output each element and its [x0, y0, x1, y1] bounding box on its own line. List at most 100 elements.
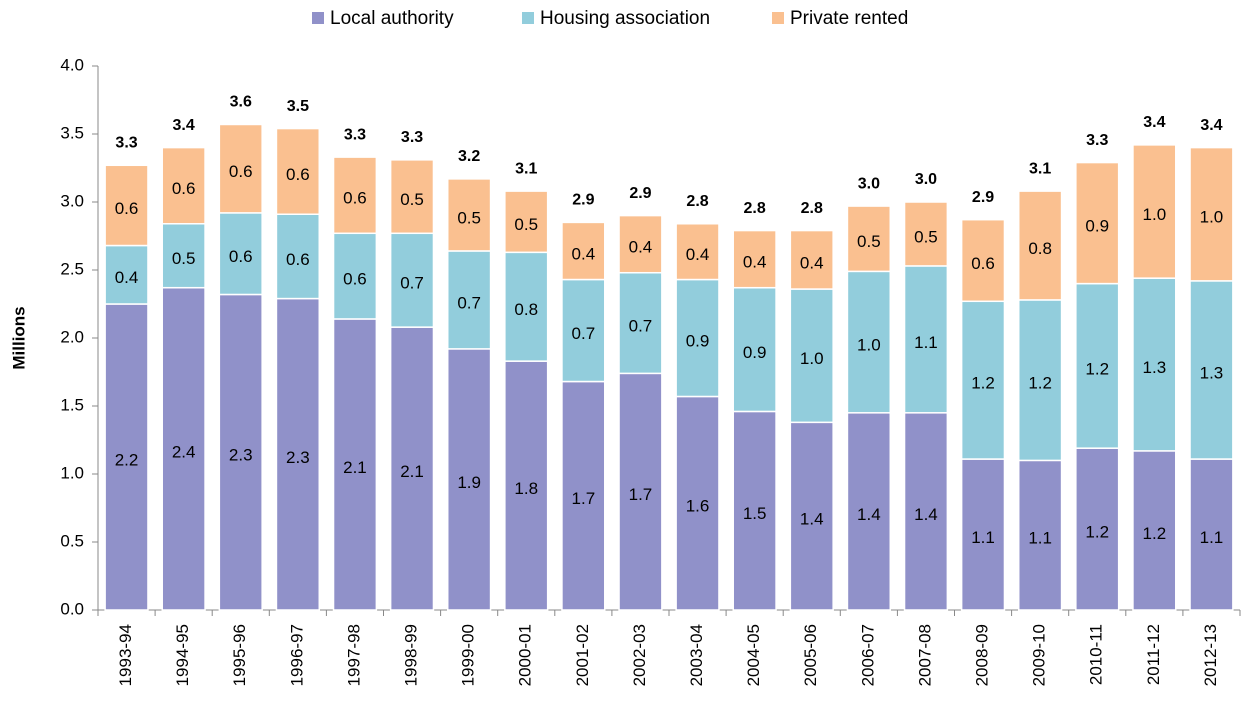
value-label: 1.7	[629, 485, 653, 504]
value-label: 0.9	[686, 331, 710, 350]
bar-segment	[1132, 277, 1177, 452]
y-tick-label: 1.0	[60, 463, 84, 482]
x-tick-label: 2001-02	[573, 624, 592, 686]
bar-segment	[218, 293, 263, 611]
value-label: 2.3	[286, 448, 310, 467]
total-label: 3.2	[458, 148, 480, 165]
value-label: 1.4	[800, 510, 824, 529]
value-label: 1.6	[686, 497, 710, 516]
value-label: 1.7	[572, 489, 596, 508]
value-label: 2.1	[343, 458, 367, 477]
value-label: 1.2	[1085, 523, 1109, 542]
bar-segment	[1075, 447, 1120, 611]
bar-segment	[618, 271, 663, 375]
total-label: 3.4	[1200, 117, 1222, 134]
bar-segment	[104, 164, 149, 247]
value-label: 0.6	[343, 189, 367, 208]
value-label: 0.5	[914, 227, 938, 246]
value-label: 0.6	[971, 254, 995, 273]
value-label: 0.4	[800, 253, 824, 272]
value-label: 0.7	[629, 317, 653, 336]
y-tick-label: 0.0	[60, 599, 84, 618]
x-tick-label: 2005-06	[801, 624, 820, 686]
bar-segment	[561, 221, 606, 281]
bar-segment	[789, 229, 834, 290]
x-tick-label: 2011-12	[1144, 624, 1163, 685]
y-tick-label: 1.5	[60, 395, 84, 414]
bar-segment	[960, 300, 1006, 460]
x-tick-label: 2012-13	[1201, 624, 1220, 686]
bar-segment	[789, 421, 834, 611]
bar-segment	[104, 244, 149, 305]
x-tick-label: 2002-03	[630, 624, 649, 686]
bar-segment	[732, 286, 777, 413]
bar-segment	[446, 250, 492, 350]
value-label: 0.5	[172, 249, 196, 268]
bar-segment	[1189, 458, 1234, 611]
legend-label: Local authority	[330, 8, 454, 29]
value-label: 1.0	[1143, 205, 1167, 224]
value-label: 0.9	[743, 343, 767, 362]
bar-segment	[846, 270, 892, 414]
bar-segment	[332, 318, 378, 611]
bar-segment	[1132, 144, 1177, 279]
bar-segment	[389, 232, 435, 328]
bar-segment	[1189, 146, 1234, 282]
bar-segment	[732, 229, 777, 289]
total-label: 2.8	[744, 200, 766, 217]
value-label: 0.6	[229, 162, 253, 181]
y-tick-label: 0.5	[60, 531, 84, 550]
bar-segment	[846, 205, 892, 273]
value-label: 0.4	[115, 268, 139, 287]
total-label: 2.9	[972, 189, 994, 206]
value-label: 0.5	[457, 208, 481, 227]
value-label: 1.9	[457, 473, 481, 492]
y-tick-label: 4.0	[60, 55, 84, 74]
value-label: 1.1	[914, 333, 938, 352]
total-label: 3.3	[1086, 132, 1108, 149]
bar-segment	[675, 223, 720, 281]
total-label: 2.8	[686, 193, 708, 210]
value-label: 0.7	[457, 293, 481, 312]
bar-segment	[903, 201, 949, 267]
y-tick-label: 3.0	[60, 191, 84, 210]
bar-segment	[618, 214, 663, 274]
legend-swatch	[522, 12, 534, 24]
bar-segment	[446, 348, 492, 611]
bar-segment	[561, 380, 606, 611]
total-label: 3.1	[515, 160, 537, 177]
x-tick-label: 2000-01	[516, 624, 535, 686]
x-tick-label: 1998-99	[402, 624, 421, 686]
bar-segment	[1017, 190, 1063, 301]
value-label: 0.6	[343, 270, 367, 289]
total-label: 3.1	[1029, 160, 1051, 177]
legend-swatch	[772, 12, 784, 24]
x-tick-label: 2009-10	[1030, 624, 1049, 686]
total-label: 3.3	[401, 129, 423, 146]
value-label: 1.1	[971, 528, 995, 547]
value-label: 1.0	[857, 336, 881, 355]
value-label: 0.7	[572, 324, 596, 343]
bar-segment	[1017, 299, 1063, 462]
value-label: 1.8	[514, 479, 538, 498]
value-label: 1.4	[914, 505, 938, 524]
value-label: 0.4	[572, 244, 596, 263]
value-label: 0.6	[286, 250, 310, 269]
legend-swatch	[312, 12, 324, 24]
bar-segment	[275, 127, 321, 215]
x-tick-label: 1999-00	[459, 624, 478, 686]
bar-segment	[675, 395, 720, 611]
bar-segment	[504, 360, 549, 611]
value-label: 0.5	[857, 232, 881, 251]
value-label: 2.3	[229, 446, 253, 465]
value-label: 1.3	[1143, 358, 1167, 377]
bar-segment	[960, 458, 1006, 611]
y-tick-label: 2.0	[60, 327, 84, 346]
bar-segment	[504, 190, 549, 254]
legend-label: Private rented	[790, 8, 908, 29]
x-tick-label: 2010-11	[1087, 624, 1106, 685]
value-label: 0.6	[229, 247, 253, 266]
bar-segment	[1075, 282, 1120, 449]
bar-segment	[161, 146, 206, 225]
value-label: 0.8	[514, 300, 538, 319]
